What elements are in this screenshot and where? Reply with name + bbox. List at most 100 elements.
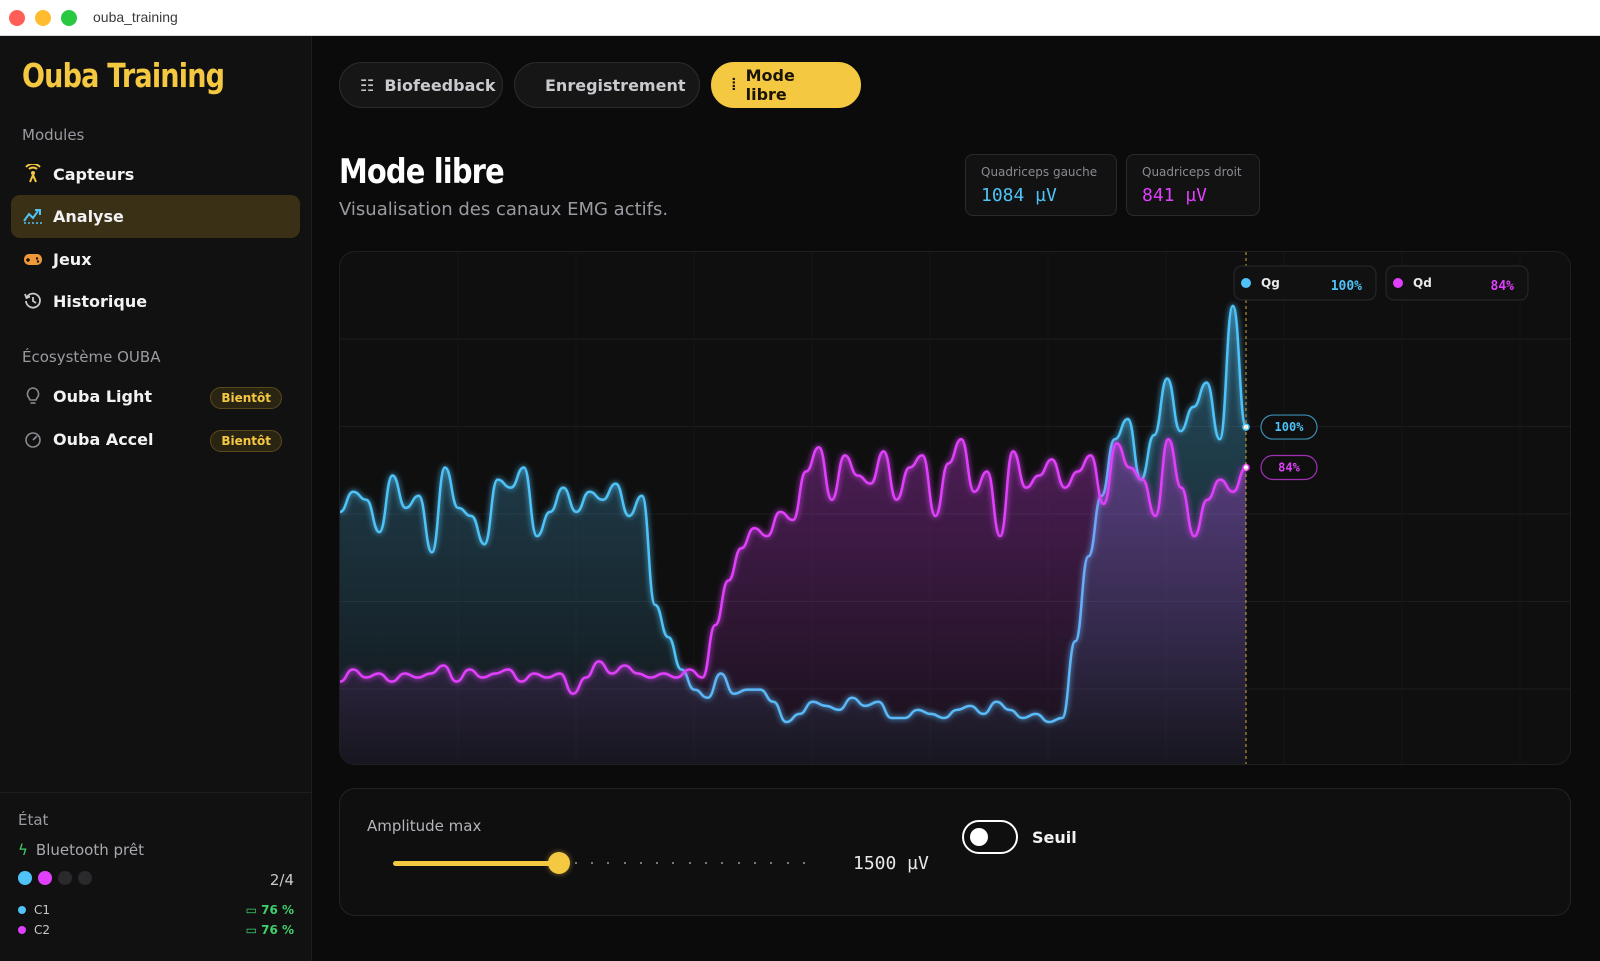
- close-window-button[interactable]: [9, 10, 25, 26]
- legend-name: Qd: [1413, 276, 1432, 290]
- slider-tick: [802, 862, 805, 864]
- legend-value: 100%: [1331, 279, 1362, 294]
- tab-label: Mode libre: [745, 66, 795, 104]
- toggle-knob: [970, 828, 988, 846]
- slider-fill: [393, 861, 559, 866]
- sidebar-item-analyse[interactable]: Analyse: [11, 195, 300, 238]
- maximize-window-button[interactable]: [61, 10, 77, 26]
- coming-soon-badge: Bientôt: [210, 387, 282, 409]
- sidebar-item-label: Analyse: [53, 207, 124, 226]
- channel-battery: ▭ 76 %: [246, 903, 294, 917]
- channel-row: C2: [18, 923, 50, 937]
- stat-card-right: Quadriceps droit 841 µV: [1126, 154, 1260, 216]
- channel-dot: [38, 871, 52, 885]
- threshold-toggle[interactable]: [962, 820, 1018, 854]
- page-subtitle: Visualisation des canaux EMG actifs.: [339, 199, 669, 220]
- slider-thumb[interactable]: [547, 852, 570, 874]
- controls-panel: Amplitude max 1500 µV Seuil: [339, 788, 1571, 916]
- sidebar-item-label: Capteurs: [53, 165, 135, 184]
- gamepad-icon: [24, 254, 42, 265]
- channel-name: C2: [34, 923, 51, 937]
- lightbulb-icon: [26, 387, 40, 404]
- antenna-icon: [25, 164, 41, 183]
- slider-tick: [688, 862, 691, 864]
- page-title: Mode libre: [339, 152, 505, 192]
- legend-item: [1385, 265, 1529, 301]
- trend-chart-icon: [23, 209, 42, 224]
- waveform-icon: ⦙: [732, 75, 736, 94]
- modules-section-label: Modules: [22, 126, 85, 144]
- slider-tick: [656, 862, 659, 864]
- brand-title: Ouba Training: [22, 56, 225, 95]
- tab-biofeedback[interactable]: ☷ Biofeedback: [339, 62, 503, 108]
- tab-label: Enregistrement: [545, 75, 686, 95]
- series-line: [340, 437, 1247, 695]
- channel-name: C1: [34, 903, 51, 917]
- slider-tick: [705, 862, 707, 864]
- stat-value: 841 µV: [1142, 185, 1208, 206]
- channel-dot: [18, 871, 32, 885]
- stat-value: 1084 µV: [981, 185, 1057, 206]
- slider-tick: [721, 862, 724, 864]
- series-value-pill: [1260, 414, 1318, 440]
- stat-card-left: Quadriceps gauche 1084 µV: [965, 154, 1117, 216]
- bluetooth-status: ϟ Bluetooth prêt: [18, 841, 144, 859]
- legend-swatch: [1241, 278, 1251, 288]
- battery-icon: ▭: [245, 903, 257, 917]
- connected-count: 2/4: [269, 871, 294, 889]
- series-area: [340, 439, 1246, 764]
- channel-dot: [58, 871, 72, 885]
- tab-label: Biofeedback: [384, 75, 496, 95]
- ecosystem-section-label: Écosystème OUBA: [22, 348, 161, 366]
- tab-enregistrement[interactable]: Enregistrement: [514, 62, 700, 108]
- minimize-window-button[interactable]: [35, 10, 51, 26]
- slider-tick: [737, 862, 740, 864]
- series-area: [340, 305, 1246, 764]
- sidebar-item-label: Historique: [53, 292, 148, 311]
- tab-mode-libre[interactable]: ⦙ Mode libre: [711, 62, 861, 108]
- amplitude-slider[interactable]: [393, 852, 807, 874]
- stat-label: Quadriceps droit: [1142, 165, 1242, 179]
- series-value-pill: [1260, 454, 1318, 481]
- slider-tick: [574, 862, 577, 864]
- sidebar-item-capteurs[interactable]: Capteurs: [11, 153, 300, 196]
- series-value-label: 100%: [1275, 420, 1305, 434]
- coming-soon-badge: Bientôt: [210, 430, 282, 452]
- channel-battery: ▭ 76 %: [246, 923, 294, 937]
- legend-item: [1233, 265, 1377, 301]
- amplitude-value: 1500 µV: [853, 853, 929, 874]
- main-content: ☷ Biofeedback Enregistrement ⦙ Mode libr…: [313, 36, 1600, 961]
- battery-level: 76 %: [261, 903, 294, 917]
- threshold-label: Seuil: [1032, 828, 1077, 847]
- slider-tick: [623, 862, 626, 864]
- channel-row: C1: [18, 903, 50, 917]
- battery-level: 76 %: [261, 923, 294, 937]
- stat-label: Quadriceps gauche: [981, 165, 1098, 179]
- history-icon: [24, 292, 41, 309]
- state-title: État: [18, 811, 49, 829]
- slider-tick: [590, 862, 593, 864]
- battery-icon: ▭: [245, 923, 257, 937]
- series-value-label: 84%: [1278, 460, 1300, 474]
- sidebar-item-jeux[interactable]: Jeux: [11, 238, 300, 281]
- amplitude-label: Amplitude max: [367, 817, 482, 835]
- legend-value: 84%: [1491, 279, 1515, 294]
- channel-dot: [78, 871, 92, 885]
- sidebar-item-ouba-light[interactable]: Ouba Light Bientôt: [11, 375, 300, 418]
- biofeedback-icon: ☷: [360, 75, 375, 95]
- slider-tick: [607, 862, 610, 864]
- device-state-panel: État ϟ Bluetooth prêt 2/4 C1 ▭ 76 % C2 ▭: [0, 792, 312, 961]
- sidebar-item-label: Ouba Accel: [53, 430, 154, 449]
- sidebar-item-ouba-accel[interactable]: Ouba Accel Bientôt: [11, 418, 300, 461]
- legend-swatch: [1393, 278, 1403, 288]
- bluetooth-status-text: Bluetooth prêt: [35, 841, 144, 859]
- gauge-icon: [25, 432, 41, 448]
- channel-dots: [18, 871, 92, 885]
- legend-name: Qg: [1261, 276, 1280, 290]
- sidebar-item-historique[interactable]: Historique: [11, 280, 300, 323]
- sidebar-item-label: Ouba Light: [53, 387, 152, 406]
- window-title: ouba_training: [93, 9, 178, 25]
